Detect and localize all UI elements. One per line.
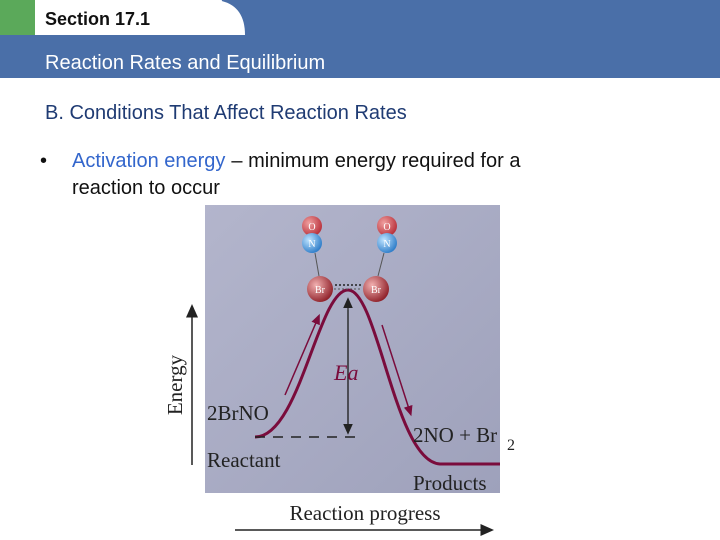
products-formula: 2NO + Br xyxy=(413,423,497,447)
bullet-definition: – minimum energy required for a xyxy=(231,150,521,172)
slide-title: Reaction Rates and Equilibrium xyxy=(45,52,325,74)
atom-label: Br xyxy=(371,285,382,296)
energy-curve xyxy=(254,288,500,466)
atom xyxy=(302,216,322,236)
products-label: Products xyxy=(413,471,487,495)
reactant-label: Reactant xyxy=(207,448,281,472)
atom-label: Br xyxy=(315,285,326,296)
section-label: Section 17.1 xyxy=(45,9,150,29)
tab-edge xyxy=(221,0,247,36)
fall-arrow xyxy=(381,324,413,417)
y-axis-label: Energy xyxy=(163,354,187,415)
heading: B. Conditions That Affect Reaction Rates xyxy=(45,102,407,124)
bullet-term: Activation energy xyxy=(72,150,225,172)
atom-label: N xyxy=(308,239,315,250)
atom xyxy=(307,276,333,302)
products-subscript: 2 xyxy=(507,437,515,454)
atom xyxy=(363,276,389,302)
atom-label: N xyxy=(383,239,390,250)
bullet-text: Activation energy – minimum energy requir… xyxy=(72,150,521,172)
bond xyxy=(314,252,320,277)
bond xyxy=(377,252,385,277)
atom xyxy=(377,233,397,253)
atom xyxy=(302,233,322,253)
green-square xyxy=(0,0,35,35)
atom-label: O xyxy=(383,222,390,233)
bullet-dot: • xyxy=(40,150,47,172)
reactant-formula: 2BrNO xyxy=(207,401,269,425)
bullet-definition-cont: reaction to occur xyxy=(72,177,220,199)
diagram-labels: Energy Reaction progress 2BrNO Reactant … xyxy=(163,354,515,525)
diagram-panel xyxy=(205,205,500,493)
atom-labels: O N Br O N Br xyxy=(308,222,390,296)
activation-label: Ea xyxy=(333,360,358,385)
rise-arrow xyxy=(284,313,320,396)
section-tab xyxy=(0,0,246,35)
atom-label: O xyxy=(308,222,315,233)
x-axis-label: Reaction progress xyxy=(289,501,440,525)
atom xyxy=(377,216,397,236)
